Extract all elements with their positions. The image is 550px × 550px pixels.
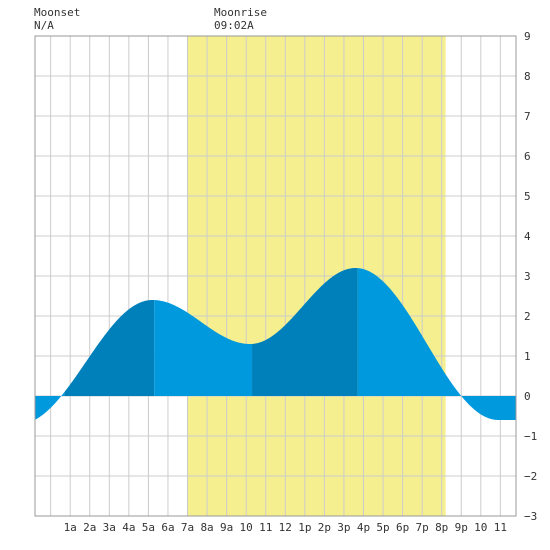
y-tick-label: 4 [524, 230, 531, 243]
x-tick-label: 2p [318, 521, 331, 534]
x-tick-label: 6a [161, 521, 174, 534]
tide-series [35, 268, 516, 420]
moonset-label: Moonset [34, 6, 80, 19]
plot-border [34, 35, 517, 517]
plot-area [34, 35, 517, 517]
tide-segment-light [154, 300, 253, 396]
y-tick-label: 2 [524, 310, 531, 323]
y-tick-label: −3 [524, 510, 537, 523]
x-tick-label: 10 [240, 521, 253, 534]
tide-segment-dark [64, 300, 155, 396]
y-tick-label: 5 [524, 190, 531, 203]
x-tick-label: 8p [435, 521, 448, 534]
y-tick-label: 8 [524, 70, 531, 83]
x-tick-label: 10 [474, 521, 487, 534]
x-tick-label: 9p [455, 521, 468, 534]
x-tick-label: 8a [200, 521, 213, 534]
x-tick-label: 5p [376, 521, 389, 534]
y-tick-label: 7 [524, 110, 531, 123]
y-tick-label: 6 [524, 150, 531, 163]
x-tick-label: 3p [337, 521, 350, 534]
x-axis-ticks: 1a 2a 3a 4a 5a 6a 7a 8a 9a 10 11 12 1p 2p 3p 4p 5p 6p 7p 8p… [64, 521, 507, 534]
x-tick-label: 7p [416, 521, 429, 534]
x-tick-label: 2a [83, 521, 96, 534]
x-tick-label: 5a [142, 521, 155, 534]
moonrise-value: 09:02A [214, 19, 254, 32]
y-tick-label: 3 [524, 270, 531, 283]
x-tick-label: 1a [64, 521, 77, 534]
y-tick-label: −2 [524, 470, 537, 483]
y-tick-label: 9 [524, 30, 531, 43]
grid-lines [35, 35, 516, 517]
x-tick-label: 7a [181, 521, 194, 534]
y-tick-label: 0 [524, 390, 531, 403]
y-tick-label: −1 [524, 430, 537, 443]
x-tick-label: 3a [103, 521, 116, 534]
y-axis-ticks: −3 −2 −1 0 1 2 3 4 5 6 7 8 9 [524, 30, 537, 523]
x-tick-label: 9a [220, 521, 233, 534]
moonset-value: N/A [34, 19, 54, 32]
x-tick-label: 12 [279, 521, 292, 534]
tide-segment-light [357, 268, 516, 420]
x-tick-label: 11 [259, 521, 272, 534]
x-tick-label: 4p [357, 521, 370, 534]
tide-segment-light [35, 392, 65, 420]
tide-segment-dark [252, 268, 358, 396]
moonrise-label: Moonrise [214, 6, 267, 19]
x-tick-label: 1p [298, 521, 311, 534]
x-tick-label: 6p [396, 521, 409, 534]
y-tick-label: 1 [524, 350, 531, 363]
x-tick-label: 4a [122, 521, 135, 534]
x-tick-label: 11 [494, 521, 507, 534]
